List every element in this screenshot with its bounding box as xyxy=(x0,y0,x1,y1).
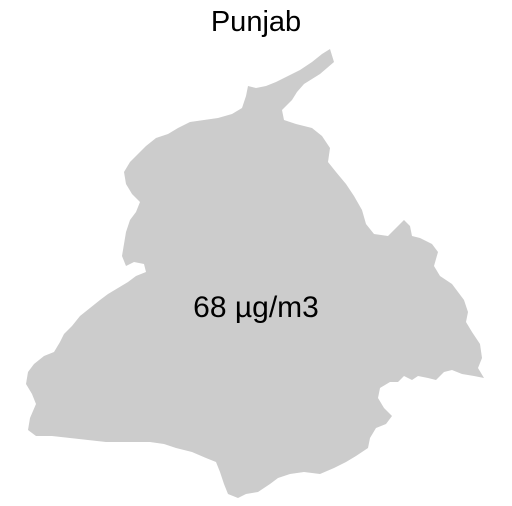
region-shape-punjab xyxy=(26,49,484,498)
map-title: Punjab xyxy=(210,6,302,38)
map-value-label: 68 µg/m3 xyxy=(193,291,319,324)
